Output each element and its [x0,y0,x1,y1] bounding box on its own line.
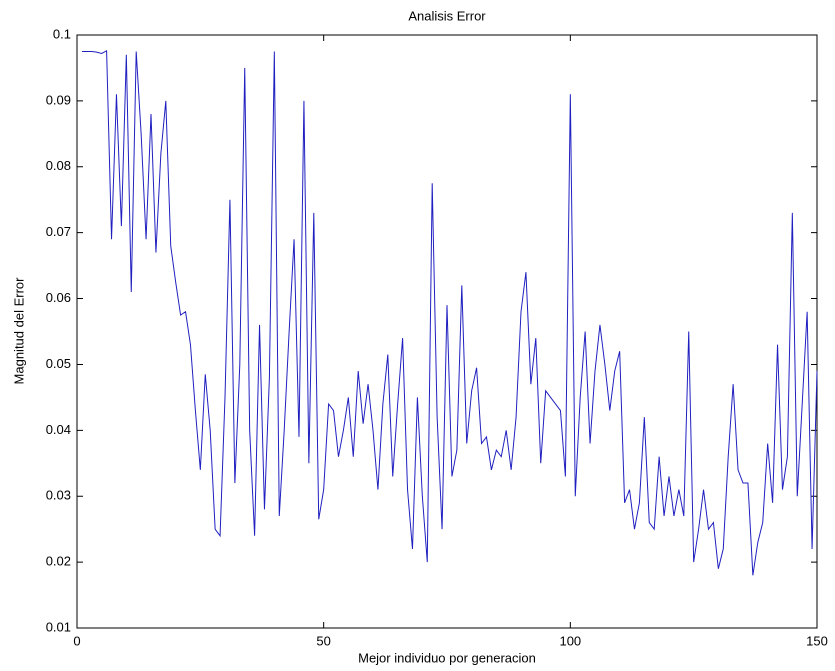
y-tick-label: 0.09 [46,92,71,107]
x-tick-label: 0 [73,633,80,648]
x-axis-label: Mejor individuo por generacion [358,650,536,665]
x-tick-label: 150 [806,633,828,648]
x-tick-label: 100 [559,633,581,648]
y-tick-label: 0.03 [46,488,71,503]
chart-title: Analisis Error [408,8,486,23]
plot-frame [76,34,818,629]
y-tick-label: 0.02 [46,554,71,569]
y-tick-label: 0.1 [53,26,71,41]
y-tick-label: 0.08 [46,158,71,173]
y-tick-label: 0.04 [46,422,71,437]
y-axis-label: Magnitud del Error [11,277,26,385]
y-tick-label: 0.05 [46,356,71,371]
x-tick-label: 50 [316,633,330,648]
y-tick-label: 0.01 [46,619,71,634]
data-line [81,49,818,576]
y-tick-label: 0.07 [46,224,71,239]
y-tick-label: 0.06 [46,290,71,305]
